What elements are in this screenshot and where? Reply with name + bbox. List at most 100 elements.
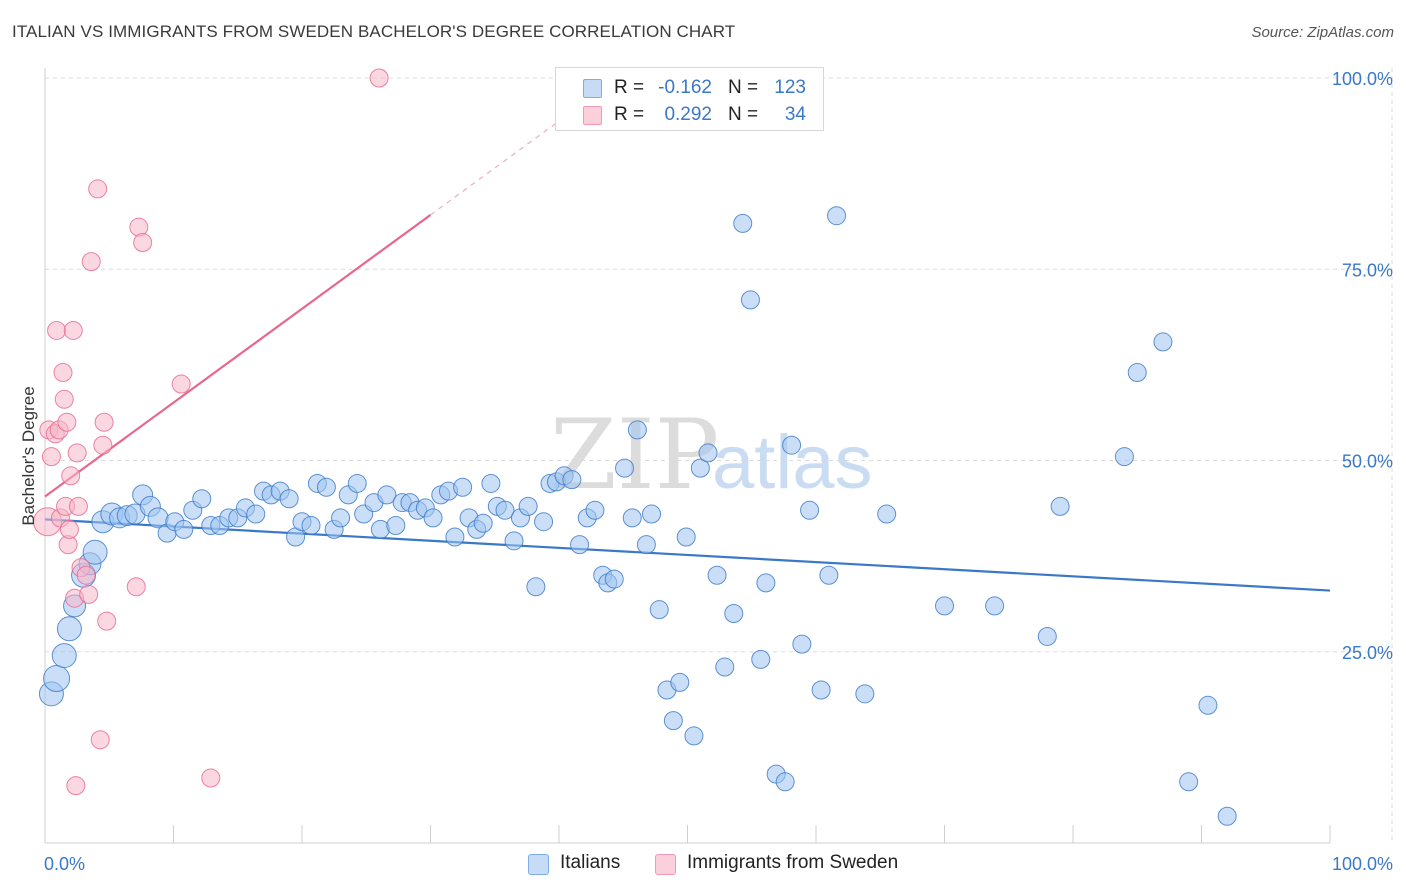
legend-row-sweden: R = 0.292 N = 34 (556, 102, 823, 128)
point-italians (301, 516, 321, 536)
point-italians (495, 500, 515, 520)
point-italians (827, 206, 847, 226)
legend-swatch-sweden (655, 854, 676, 875)
point-sweden (90, 730, 110, 750)
legend-swatch-sweden (583, 106, 602, 125)
point-italians (819, 565, 839, 585)
point-italians (690, 458, 710, 478)
point-italians (636, 535, 656, 555)
point-italians (792, 634, 812, 654)
legend-label-italians: Italians (560, 852, 621, 873)
point-italians (1050, 496, 1070, 516)
point-sweden (81, 252, 101, 272)
point-sweden (79, 584, 99, 604)
point-italians (676, 527, 696, 547)
point-sweden (59, 519, 79, 539)
point-sweden (41, 447, 61, 467)
point-italians (246, 504, 266, 524)
point-italians (423, 508, 443, 528)
point-italians (800, 500, 820, 520)
legend-r-value: 0.292 (664, 104, 712, 125)
point-sweden (47, 320, 67, 340)
point-italians (1217, 806, 1237, 826)
point-italians (615, 458, 635, 478)
point-sweden (54, 389, 74, 409)
point-italians (174, 519, 194, 539)
y-tick-label: 75.0% (1342, 260, 1393, 280)
point-italians (43, 665, 71, 693)
point-sweden (68, 496, 88, 516)
point-italians (56, 616, 82, 642)
point-italians (604, 569, 624, 589)
legend-r-label: R = (614, 77, 645, 98)
point-italians (649, 600, 669, 620)
source-label: Source: ZipAtlas.com (1251, 24, 1394, 41)
point-italians (985, 596, 1005, 616)
point-italians (445, 527, 465, 547)
x-tick-label: 0.0% (44, 854, 85, 874)
point-sweden (63, 320, 83, 340)
point-italians (1153, 332, 1173, 352)
legend-row-italians: R = -0.162 N = 123 (556, 75, 823, 101)
point-italians (855, 684, 875, 704)
point-italians (663, 711, 683, 731)
legend-n-label: N = (728, 77, 759, 98)
point-italians (751, 649, 771, 669)
point-italians (279, 489, 299, 509)
legend-r-value: -0.162 (658, 77, 712, 98)
point-italians (670, 672, 690, 692)
point-italians (715, 657, 735, 677)
point-sweden (76, 565, 96, 585)
point-italians (192, 489, 212, 509)
point-italians (935, 596, 954, 616)
point-sweden (201, 768, 221, 788)
point-sweden (97, 611, 117, 631)
point-italians (504, 531, 524, 551)
point-italians (733, 213, 753, 233)
point-italians (386, 516, 406, 536)
point-italians (518, 496, 538, 516)
point-italians (82, 539, 108, 565)
gridlines (45, 68, 1393, 843)
point-italians (698, 443, 718, 463)
point-italians (724, 604, 744, 623)
point-italians (782, 435, 802, 455)
point-italians (1127, 363, 1147, 383)
point-sweden (93, 435, 113, 455)
point-italians (1037, 626, 1057, 646)
legend-r-label: R = (614, 104, 645, 125)
legend-n-value: 34 (784, 104, 806, 125)
point-italians (627, 420, 647, 440)
point-italians (453, 477, 473, 497)
point-italians (331, 508, 351, 528)
point-italians (707, 565, 727, 585)
point-italians (526, 577, 546, 597)
point-italians (1114, 447, 1134, 467)
point-italians (316, 477, 336, 497)
point-italians (775, 772, 795, 792)
correlation-legend: R = -0.162 N = 123 R = 0.292 N = 34 (555, 67, 824, 131)
point-italians (877, 504, 897, 524)
point-sweden (57, 412, 77, 432)
point-italians (811, 680, 831, 700)
point-italians (481, 473, 501, 493)
y-axis-label: Bachelor's Degree (19, 386, 38, 525)
point-italians (740, 290, 760, 310)
x-tick-label: 100.0% (1332, 854, 1393, 874)
point-sweden (133, 232, 153, 252)
watermark-zip: ZIP (550, 399, 719, 511)
y-tick-label: 50.0% (1342, 452, 1393, 472)
point-sweden (94, 412, 114, 432)
point-sweden (126, 577, 146, 597)
y-tick-label: 100.0% (1332, 69, 1393, 89)
point-sweden (66, 776, 86, 796)
point-italians (51, 643, 77, 669)
point-sweden (53, 363, 73, 383)
legend-label-sweden: Immigrants from Sweden (687, 852, 899, 873)
trend-extension-sweden (430, 115, 566, 216)
point-italians (534, 512, 554, 532)
point-sweden (61, 466, 81, 486)
point-italians (622, 508, 642, 528)
point-italians (377, 485, 397, 505)
